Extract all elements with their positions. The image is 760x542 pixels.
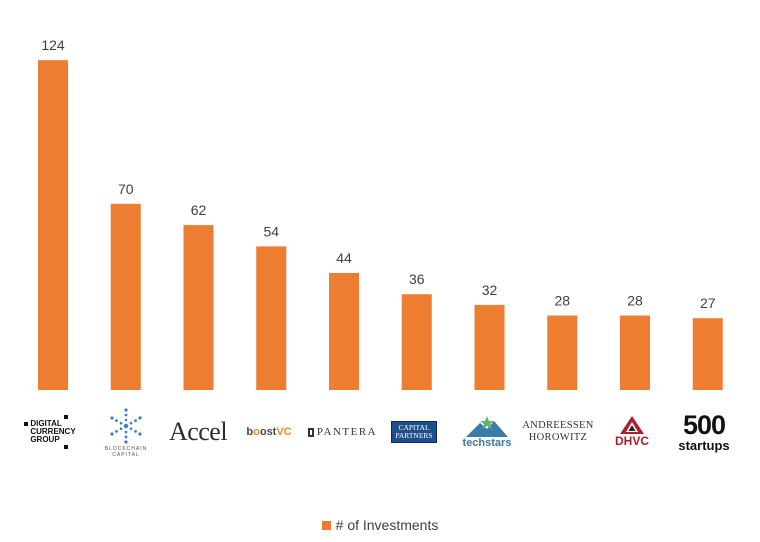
value-label-2: 70 [118,181,134,197]
bar-1 [38,60,68,390]
boost-part-4: VC [276,426,292,438]
500-startups-wordmark: 500 startups [678,410,730,453]
boost-part-3: ost [259,426,277,438]
bar-6 [401,294,432,390]
logo-dhvc: DHVC [596,402,668,462]
bar-3 [183,225,214,390]
bar-9 [620,315,650,390]
logo-digital-currency-group: DIGITAL CURRENCY GROUP [17,402,89,462]
value-label-3: 62 [191,202,207,218]
techstars-wordmark: techstars [462,437,512,449]
accel-wordmark: Accel [168,417,228,446]
legend: # of Investments [0,517,760,533]
value-label-5: 44 [336,250,352,266]
value-label-8: 28 [554,293,570,309]
dcg-line-3: GROUP [30,435,60,444]
logo-boostvc: boostVC [233,402,305,462]
bars-group [38,60,723,390]
blockchain-star-icon [110,408,142,444]
logo-techstars: techstars [451,402,523,462]
legend-swatch [321,520,331,530]
blockchain-line-2: CAPITAL [112,452,140,458]
pantera-mark-icon [307,427,314,437]
startups-text: startups [678,438,730,453]
value-label-1: 124 [41,37,65,53]
bar-2 [110,203,141,390]
blockchain-capital-text: BLOCKCHAIN CAPITAL [105,446,148,458]
logo-andreessen-horowitz: ANDREESSEN HOROWITZ [517,402,599,462]
value-label-6: 36 [409,271,425,287]
500-number: 500 [682,410,726,440]
logo-blockchain-capital: BLOCKCHAIN CAPITAL [90,402,162,462]
blockchain-line-1: BLOCKCHAIN [104,446,148,452]
bar-7 [474,304,505,390]
dhvc-wordmark: DHVC [614,434,649,448]
value-label-4: 54 [263,223,279,239]
value-labels-group: 124 70 62 54 44 36 32 28 28 27 [41,37,715,311]
pantera-wordmark: PANTERA [316,426,378,438]
logo-500-startups: 500 startups [668,402,740,462]
bar-10 [692,318,723,390]
legend-label: # of Investments [335,517,439,533]
a16z-line-1: ANDREESSEN [522,420,594,431]
value-label-7: 32 [482,282,498,298]
bar-5 [329,272,359,390]
capital-line-1: CAPITAL [398,423,430,432]
bar-4 [256,246,287,390]
dcg-line-2: CURRENCY [30,427,76,436]
value-label-10: 27 [700,295,716,311]
boostvc-wordmark: boostVC [246,426,291,438]
logo-pantera: PANTERA [306,402,378,462]
techstars-mountain-icon [466,416,508,437]
capital-line-2: PARTNERS [395,431,433,440]
boost-part-2: o [253,426,260,438]
dhvc-triangle-icon [620,416,644,434]
a16z-line-2: HOROWITZ [528,432,588,443]
a16z-wordmark: ANDREESSEN HOROWITZ [522,420,593,444]
logo-capital-partners: CAPITAL PARTNERS [378,402,450,462]
capital-partners-wordmark: CAPITAL PARTNERS [391,421,437,443]
bar-8 [547,315,578,390]
logo-accel: Accel [160,402,236,462]
dcg-wordmark: DIGITAL CURRENCY GROUP [24,415,76,449]
dcg-line-1: DIGITAL [30,419,62,428]
value-label-9: 28 [627,293,643,309]
boost-part-1: b [246,426,254,438]
